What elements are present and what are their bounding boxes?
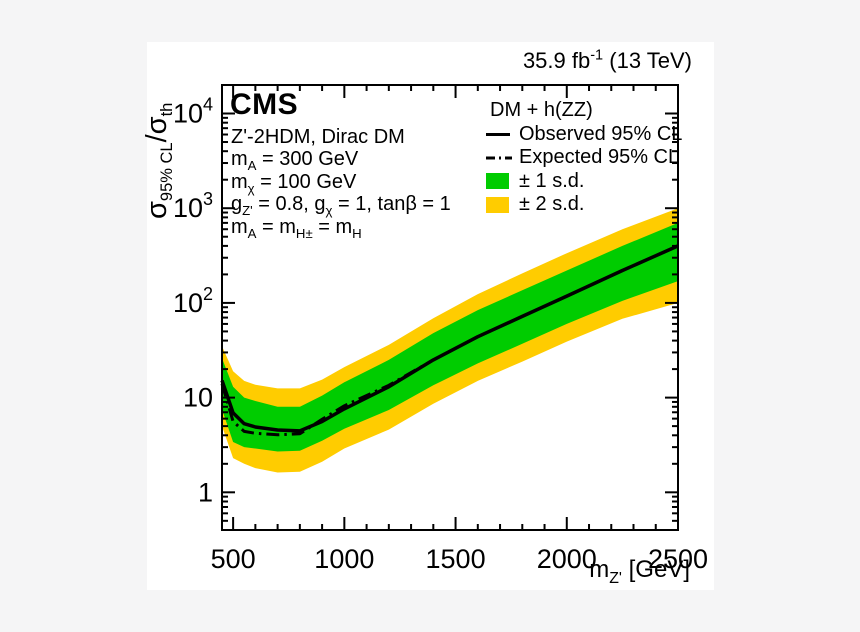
legend-expected-row: Expected 95% CL [486,146,682,170]
band2-swatch-wrap [486,196,514,213]
y-tick-label: 103 [173,189,213,223]
legend-band2-label: ± 2 s.d. [519,193,585,216]
legend-band1-label: ± 1 s.d. [519,169,585,192]
annotation-couplings: gZ' = 0.8, gχ = 1, tanβ = 1 [231,193,451,219]
legend: DM + h(ZZ) Observed 95% CL Expected 95% … [486,99,682,217]
legend-observed-row: Observed 95% CL [486,123,682,147]
legend-title: DM + h(ZZ) [490,99,593,122]
observed-line [220,244,679,433]
y-axis-title: σ95% CL/σth [141,102,176,219]
x-tick-label: 1500 [426,544,486,574]
model-annotations: Z'-2HDM, Dirac DM mA = 300 GeV mχ = 100 … [231,126,451,241]
band-1sd [222,222,678,452]
lumi-value: 35.9 fb [522,48,591,73]
x-tick-label: 1000 [314,544,374,574]
y-tick-label: 104 [173,95,213,129]
observed-line-sample [486,132,514,136]
annotation-mchi: mχ = 100 GeV [231,170,357,196]
x-tick-label: 500 [211,544,256,574]
x-tick-label: 2000 [537,544,597,574]
lumi-exponent: -1 [590,47,604,64]
energy-value: (13 TeV) [603,48,692,73]
expected-line-sample [486,155,514,161]
x-tick-label: 2500 [648,544,708,574]
legend-observed-label: Observed 95% CL [519,122,683,145]
legend-band2-row: ± 2 s.d. [486,193,682,217]
experiment-logo: CMS [230,88,299,121]
annotation-model: Z'-2HDM, Dirac DM [231,126,405,148]
lumi-label: 35.9 fb-1 (13 TeV) [523,48,692,74]
y-tick-label: 102 [173,284,213,318]
dashdot-icon [486,156,512,160]
y-tick-label: 10 [183,383,213,413]
legend-expected-label: Expected 95% CL [519,146,680,169]
legend-band1-swatch [486,173,509,190]
legend-header-row: DM + h(ZZ) [486,99,682,123]
band1-swatch-wrap [486,173,514,190]
annotation-ma: mA = 300 GeV [231,148,359,174]
y-tick-label: 1 [198,477,213,507]
legend-band1-row: ± 1 s.d. [486,170,682,194]
legend-band2-swatch [486,196,509,213]
annotation-masses: mA = mH± = mH [231,215,362,241]
x-axis-title: mZ' [GeV] [589,556,690,587]
